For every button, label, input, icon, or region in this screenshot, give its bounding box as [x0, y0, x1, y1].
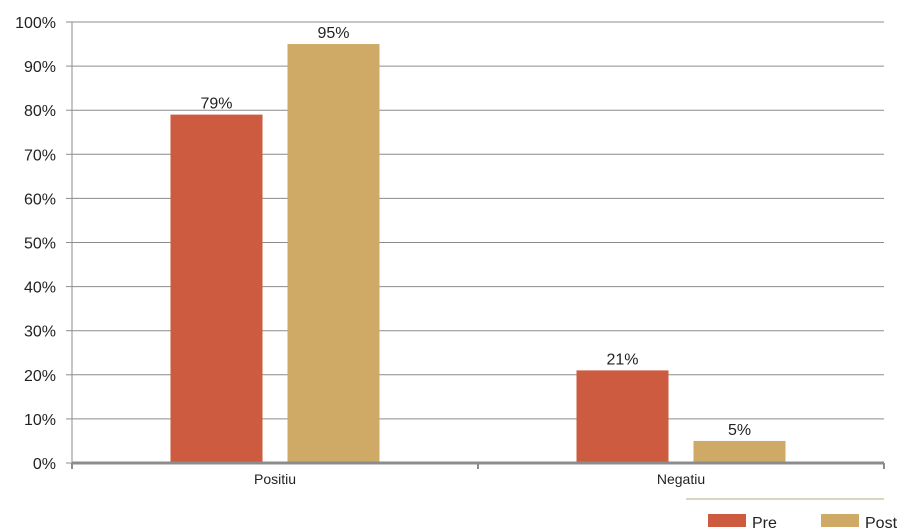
- y-tick-label: 50%: [24, 236, 56, 253]
- y-tick-label: 0%: [33, 456, 56, 473]
- bar-pre-negatiu: [577, 370, 669, 463]
- data-label: 95%: [317, 25, 349, 42]
- legend-label: Pre: [752, 515, 777, 532]
- y-tick-label: 40%: [24, 280, 56, 297]
- legend: Pre Post: [686, 499, 898, 532]
- bar-pre-positiu: [171, 115, 263, 463]
- legend-swatch-pre: [708, 514, 746, 527]
- data-label: 5%: [728, 422, 751, 439]
- y-tick-label: 100%: [15, 15, 56, 32]
- bar-post-negatiu: [694, 441, 786, 463]
- bars: 79% 95% 21% 5%: [171, 25, 786, 463]
- y-tick-label: 90%: [24, 59, 56, 76]
- x-axis: Positiu Negatiu: [72, 463, 884, 487]
- y-tick-label: 80%: [24, 103, 56, 120]
- y-tick-label: 20%: [24, 368, 56, 385]
- legend-swatch-post: [821, 514, 859, 527]
- bar-post-positiu: [288, 44, 380, 463]
- data-label: 21%: [606, 351, 638, 368]
- y-tick-label: 60%: [24, 191, 56, 208]
- y-axis: 0% 10% 20% 30% 40% 50% 60% 70% 80% 90% 100%: [15, 15, 72, 473]
- y-tick-label: 30%: [24, 324, 56, 341]
- y-tick-label: 10%: [24, 412, 56, 429]
- x-category-label: Negatiu: [657, 471, 705, 487]
- legend-label: Post: [865, 515, 898, 532]
- data-label: 79%: [200, 96, 232, 113]
- x-category-label: Positiu: [254, 471, 296, 487]
- y-tick-label: 70%: [24, 147, 56, 164]
